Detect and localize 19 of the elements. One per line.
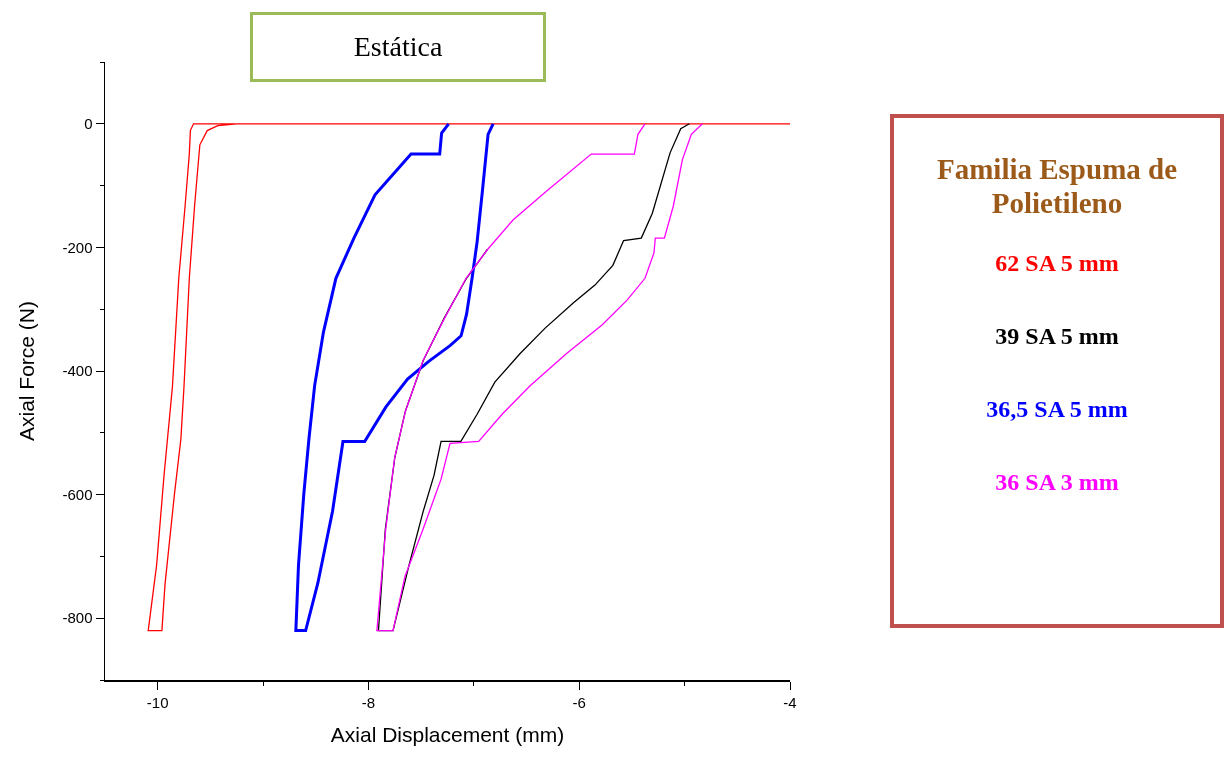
y-axis-title: Axial Force (N) xyxy=(14,300,38,442)
line-series xyxy=(147,123,790,632)
x-tick-label: -10 xyxy=(146,693,169,711)
text: 62 SA 5 mm xyxy=(994,250,1120,277)
y-tick-label: -400 xyxy=(62,362,93,380)
line-series xyxy=(294,122,495,633)
legend-title: Familia Espuma de Polietileno xyxy=(935,152,1179,220)
y-tick-label: -800 xyxy=(62,609,93,627)
x-tick-label: -8 xyxy=(361,693,376,711)
text: 36,5 SA 5 mm xyxy=(985,396,1129,423)
y-tick-label: -200 xyxy=(62,238,93,256)
text: 36 SA 3 mm xyxy=(994,469,1120,496)
x-tick-label: -6 xyxy=(572,693,586,711)
y-tick-label: 0 xyxy=(84,115,93,133)
x-tick-label: -4 xyxy=(783,693,797,711)
text: 39 SA 5 mm xyxy=(994,323,1120,350)
y-tick-label: -600 xyxy=(62,485,93,503)
chart-title: Estática xyxy=(250,12,546,82)
x-axis-title: Axial Displacement (mm) xyxy=(330,723,565,747)
